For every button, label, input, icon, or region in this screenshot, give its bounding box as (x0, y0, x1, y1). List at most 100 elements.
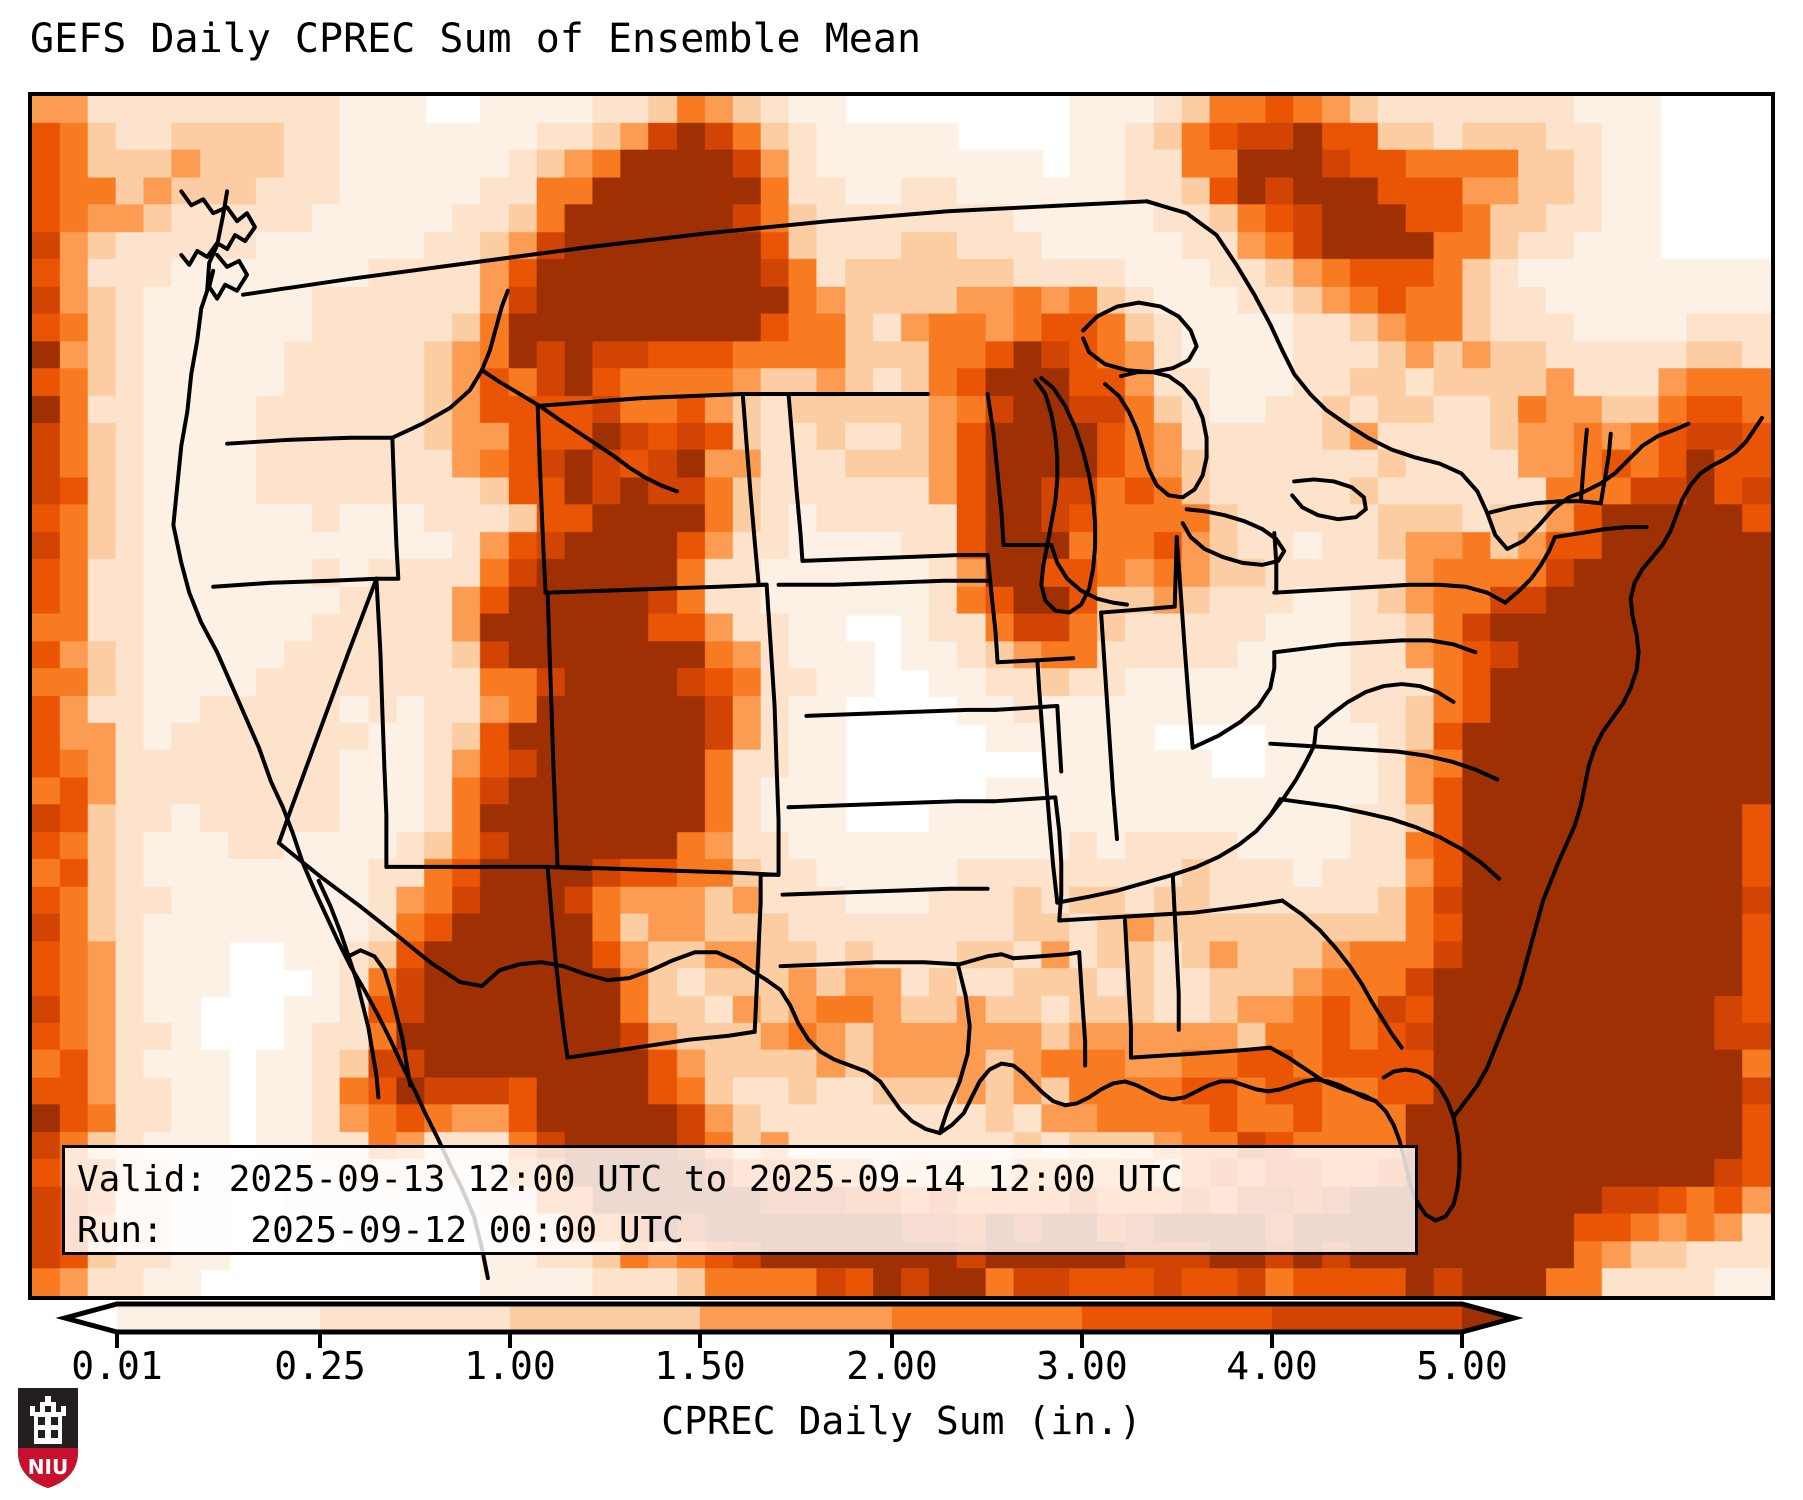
map-boundary-line (1272, 638, 1478, 655)
map-boundary-line (1049, 543, 1129, 607)
logo-text: NIU (28, 1455, 68, 1479)
map-boundary-line (171, 189, 490, 1281)
map-boundary-line (1033, 376, 1098, 615)
map-boundary-line (1553, 525, 1649, 540)
colorbar-over-arrow (1462, 1304, 1514, 1332)
map-boundary-line (1011, 950, 1082, 961)
map-boundary-line (1278, 797, 1502, 881)
map-boundary-line (1144, 199, 1691, 551)
map-boundary-line (479, 950, 769, 989)
map-boundary-line (545, 864, 570, 1060)
map-boundary-line (207, 252, 250, 301)
colorbar-swatch (1272, 1304, 1462, 1332)
map-boundary-line (1099, 535, 1179, 615)
map-boundary-line (479, 368, 680, 494)
map-boundary-line (545, 590, 560, 869)
colorbar-swatch (892, 1304, 1082, 1332)
page-title: GEFS Daily CPREC Sum of Ensemble Mean (30, 16, 922, 62)
map-boundary-line (985, 392, 1006, 547)
map-boundary-line (1190, 650, 1277, 750)
map-boundary-line (1180, 507, 1287, 567)
map-boundary-line (1272, 531, 1279, 595)
map-boundary-line (957, 952, 1016, 967)
map-boundary-line (276, 841, 484, 989)
colorbar-tick-label: 0.25 (274, 1344, 366, 1388)
map-boundary-line (780, 886, 990, 897)
map-boundary-line (764, 582, 781, 877)
map-boundary-line (374, 576, 389, 869)
map-boundary-line (1272, 582, 1508, 605)
colorbar-tick-label: 1.00 (464, 1344, 556, 1388)
run-time-line: Run: 2025-09-12 00:00 UTC (77, 1210, 684, 1251)
colorbar-tick-label: 0.01 (71, 1344, 163, 1388)
colorbar-outline (55, 1301, 1524, 1335)
map-boundary-line (1077, 950, 1088, 1068)
map-boundary-line (1268, 1045, 1378, 1104)
colorbar (55, 1301, 1524, 1348)
map-boundary-line (1174, 535, 1195, 750)
map-boundary-line (778, 960, 960, 969)
map-boundary-line (1039, 715, 1060, 905)
valid-time-line: Valid: 2025-09-13 12:00 UTC to 2025-09-1… (77, 1159, 1183, 1200)
colorbar-swatch (700, 1304, 892, 1332)
map-boundary-line (225, 435, 395, 446)
map-boundary-line (1081, 300, 1199, 375)
precipitation-heatmap (32, 96, 1771, 1296)
map-boundary-line (374, 435, 401, 581)
map-boundary-line (1055, 797, 1283, 905)
map-boundary-line (1280, 898, 1404, 1050)
forecast-info-box: Valid: 2025-09-13 12:00 UTC to 2025-09-1… (62, 1145, 1418, 1255)
map-boundary-line (1170, 872, 1181, 1032)
colorbar-under-arrow (65, 1304, 117, 1332)
colorbar-swatch (1082, 1304, 1272, 1332)
map-boundary-line (1122, 918, 1133, 1060)
map-boundary-line (1314, 682, 1456, 730)
map-plot-area (28, 92, 1775, 1300)
map-boundary-line (1268, 725, 1319, 818)
map-boundary-line (776, 578, 990, 587)
map-boundary-line (937, 962, 972, 1136)
map-boundary-line (804, 707, 998, 718)
map-boundary-line (390, 288, 510, 440)
map-boundary-line (1128, 1045, 1273, 1060)
map-boundary-line (1053, 795, 1064, 923)
map-boundary-line (1598, 431, 1613, 506)
colorbar-swatches (65, 1304, 1514, 1332)
map-boundary-line (1103, 370, 1209, 500)
colorbar-swatch (510, 1304, 700, 1332)
colorbar-tick-label: 1.50 (654, 1344, 746, 1388)
map-boundary-line (346, 948, 413, 1088)
map-boundary-line (786, 799, 996, 810)
map-boundary-line (276, 576, 379, 846)
map-boundary-line (985, 552, 1000, 665)
map-boundary-line (1290, 477, 1368, 522)
colorbar-tick-label: 3.00 (1036, 1344, 1128, 1388)
map-boundary-line (740, 392, 769, 587)
map-boundary-line (764, 978, 942, 1136)
map-geography-overlay (171, 189, 1765, 1281)
map-boundary-line (555, 864, 781, 877)
map-boundary-line (991, 795, 1058, 804)
colorbar-tick-labels: 0.01 0.25 1.00 1.50 2.00 3.00 4.00 5.00 (0, 1344, 1803, 1394)
map-boundary-line (316, 878, 381, 1100)
map-boundary-line (1451, 415, 1765, 1120)
map-boundary-line (565, 1029, 757, 1060)
map-boundary-line (1578, 427, 1589, 504)
colorbar-region: 0.01 0.25 1.00 1.50 2.00 3.00 4.00 5.00 CPREC D… (0, 1296, 1803, 1496)
map-boundary-line (1485, 499, 1603, 516)
map-boundary-line (1055, 703, 1064, 774)
map-boundary-line (1099, 610, 1119, 842)
map-boundary-line (1503, 535, 1557, 605)
map-boundary-line (995, 656, 1076, 665)
colorbar-tick-label: 5.00 (1416, 1344, 1508, 1388)
map-boundary-line (241, 199, 1149, 297)
map-boundary-line (535, 392, 745, 408)
logo-shield-banner (18, 1448, 78, 1488)
colorbar-ticks (115, 1332, 1464, 1348)
map-boundary-line (993, 703, 1060, 712)
map-boundary-line (535, 403, 548, 595)
map-boundary-line (1057, 898, 1285, 923)
colorbar-swatch (117, 1304, 320, 1332)
colorbar-tick-label: 4.00 (1226, 1344, 1318, 1388)
map-boundary-line (937, 1061, 1378, 1136)
